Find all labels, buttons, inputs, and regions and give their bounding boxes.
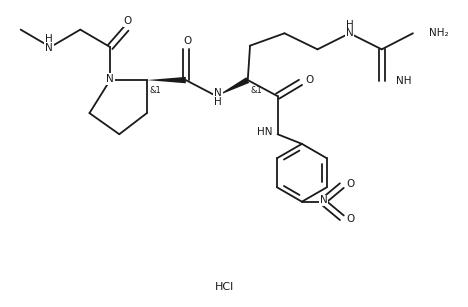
Text: HCl: HCl (215, 282, 234, 293)
Text: N: N (45, 42, 53, 52)
Text: NH: NH (395, 76, 411, 86)
Polygon shape (217, 77, 249, 96)
Text: &1: &1 (149, 86, 161, 95)
Text: N: N (214, 88, 222, 98)
Polygon shape (147, 77, 186, 83)
Text: H: H (45, 34, 53, 44)
Text: N: N (106, 74, 114, 84)
Text: H: H (214, 97, 222, 107)
Text: &1: &1 (250, 86, 262, 95)
Text: O: O (183, 36, 191, 46)
Text: NH₂: NH₂ (429, 28, 449, 38)
Text: H: H (346, 20, 353, 30)
Text: N: N (320, 195, 327, 205)
Text: HN: HN (257, 127, 272, 137)
Text: O: O (346, 179, 354, 189)
Text: N: N (346, 28, 353, 38)
Text: O: O (346, 214, 354, 224)
Text: O: O (306, 75, 314, 85)
Text: O: O (124, 16, 132, 26)
